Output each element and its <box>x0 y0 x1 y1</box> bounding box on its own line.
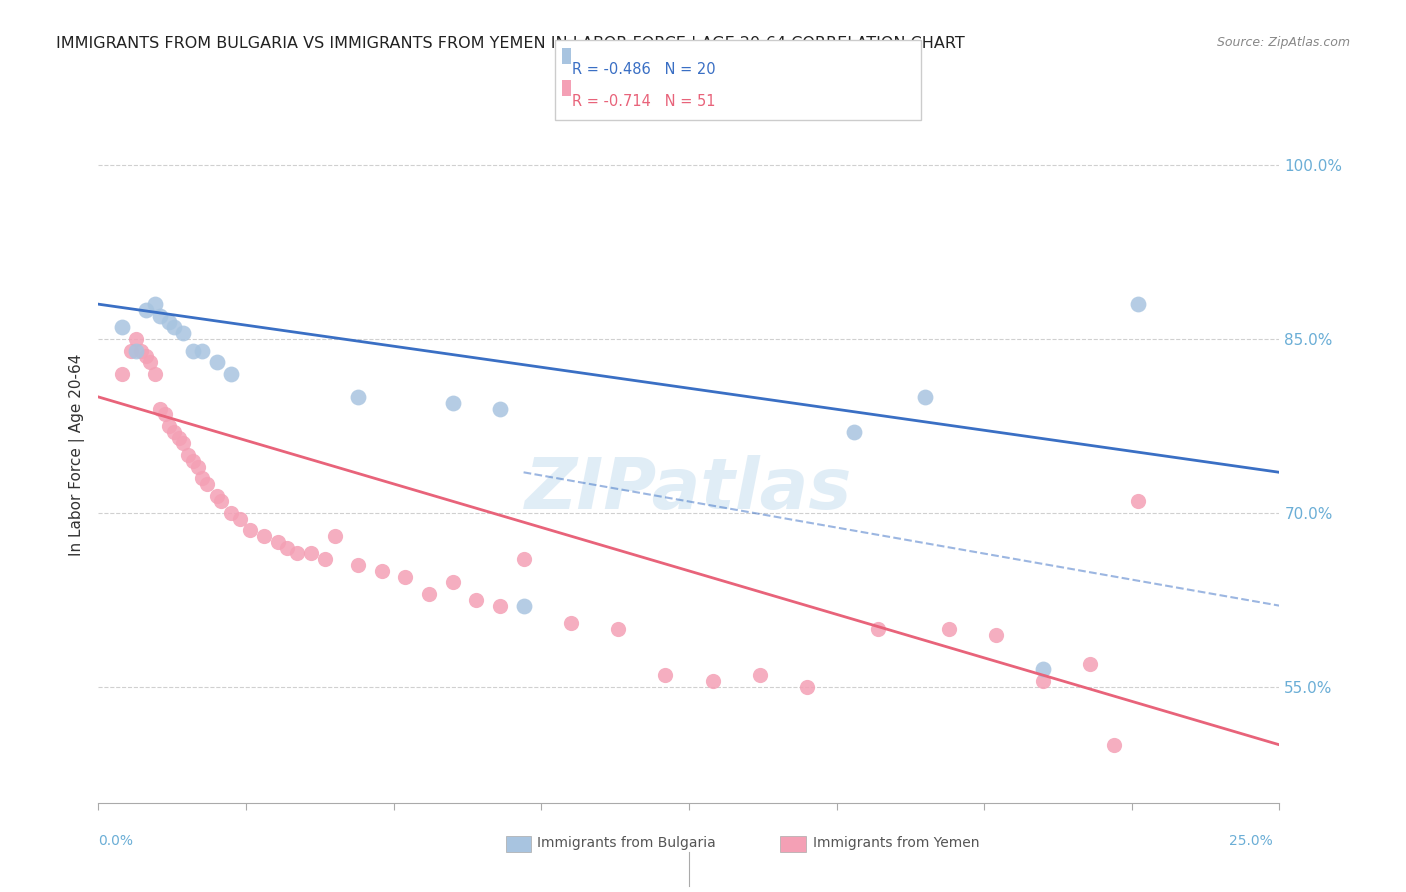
Text: R = -0.714   N = 51: R = -0.714 N = 51 <box>572 94 716 109</box>
Point <box>1032 663 1054 677</box>
Point <box>512 599 534 613</box>
Point <box>195 476 218 491</box>
Point <box>187 459 209 474</box>
Point <box>163 425 186 439</box>
Point <box>135 303 157 318</box>
Point <box>121 343 143 358</box>
Text: Immigrants from Yemen: Immigrants from Yemen <box>813 836 979 850</box>
Point <box>253 529 276 543</box>
Text: 25.0%: 25.0% <box>1229 834 1272 848</box>
Point <box>796 680 818 694</box>
Point <box>157 419 180 434</box>
Point <box>111 367 134 381</box>
Point <box>512 552 534 566</box>
Point <box>239 523 262 537</box>
Point <box>1032 674 1054 689</box>
Point <box>125 343 148 358</box>
Point <box>139 355 162 369</box>
Text: R = -0.486   N = 20: R = -0.486 N = 20 <box>572 62 716 77</box>
Point <box>702 674 724 689</box>
Point <box>1102 738 1125 752</box>
Point <box>191 343 214 358</box>
Point <box>654 668 676 682</box>
Point <box>149 309 172 323</box>
Point <box>157 315 180 329</box>
Point <box>914 390 936 404</box>
Text: ZIPatlas: ZIPatlas <box>526 455 852 524</box>
Point <box>149 401 172 416</box>
Text: 0.0%: 0.0% <box>98 834 134 848</box>
Point <box>866 622 889 636</box>
Point <box>111 320 134 334</box>
Point <box>181 343 204 358</box>
Point <box>143 297 166 311</box>
Point <box>125 332 148 346</box>
Point <box>489 599 512 613</box>
Point <box>205 489 228 503</box>
Point <box>153 407 176 422</box>
Point <box>191 471 214 485</box>
Point <box>938 622 960 636</box>
Point <box>347 390 370 404</box>
Point <box>844 425 866 439</box>
Point <box>1126 297 1149 311</box>
Point <box>418 587 440 601</box>
Point <box>276 541 298 555</box>
Point <box>267 534 290 549</box>
Point <box>172 436 194 450</box>
Point <box>314 552 336 566</box>
Point <box>1080 657 1102 671</box>
Point <box>347 558 370 573</box>
Point <box>394 569 416 583</box>
Point <box>205 355 228 369</box>
Text: IMMIGRANTS FROM BULGARIA VS IMMIGRANTS FROM YEMEN IN LABOR FORCE | AGE 20-64 COR: IMMIGRANTS FROM BULGARIA VS IMMIGRANTS F… <box>56 36 965 52</box>
Point <box>167 431 190 445</box>
Point <box>181 453 204 467</box>
Point <box>560 616 582 631</box>
Point <box>172 326 194 341</box>
Y-axis label: In Labor Force | Age 20-64: In Labor Force | Age 20-64 <box>69 354 84 556</box>
Point <box>299 546 322 560</box>
Point <box>219 367 242 381</box>
Point <box>163 320 186 334</box>
Point <box>1126 494 1149 508</box>
Point <box>748 668 770 682</box>
Point <box>371 564 394 578</box>
Point <box>219 506 242 520</box>
Text: Source: ZipAtlas.com: Source: ZipAtlas.com <box>1216 36 1350 49</box>
Point <box>323 529 346 543</box>
Point <box>129 343 152 358</box>
Point <box>143 367 166 381</box>
Point <box>607 622 630 636</box>
Point <box>441 575 464 590</box>
Point <box>209 494 232 508</box>
Point <box>441 396 464 410</box>
Point <box>177 448 200 462</box>
Point <box>465 592 488 607</box>
Point <box>135 350 157 364</box>
Point <box>229 512 252 526</box>
Point <box>489 401 512 416</box>
Point <box>984 628 1007 642</box>
Text: Immigrants from Bulgaria: Immigrants from Bulgaria <box>537 836 716 850</box>
Point <box>285 546 308 560</box>
